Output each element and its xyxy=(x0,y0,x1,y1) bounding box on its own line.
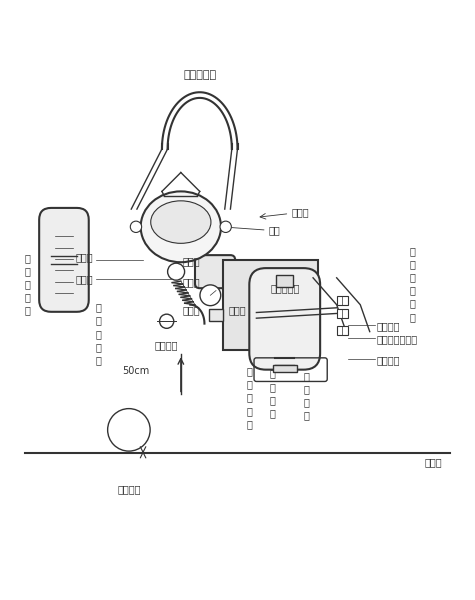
Text: ト: ト xyxy=(247,419,252,429)
Text: 護: 護 xyxy=(303,384,309,394)
Text: 面体: 面体 xyxy=(268,225,280,235)
Bar xyxy=(209,310,223,321)
Circle shape xyxy=(108,409,150,451)
Text: 呼吸器員: 呼吸器員 xyxy=(117,484,141,494)
Text: 補: 補 xyxy=(95,329,101,339)
Ellipse shape xyxy=(151,201,211,244)
Circle shape xyxy=(160,314,174,328)
Text: ド: ド xyxy=(409,312,415,322)
FancyBboxPatch shape xyxy=(249,268,320,370)
Text: ー: ー xyxy=(24,292,30,302)
Text: 50cm: 50cm xyxy=(123,366,150,376)
Text: く: く xyxy=(303,410,309,421)
Text: 吸気管: 吸気管 xyxy=(76,274,94,284)
Text: ボンベ締バンド: ボンベ締バンド xyxy=(377,334,418,344)
FancyBboxPatch shape xyxy=(195,255,235,288)
Text: 警報器: 警報器 xyxy=(182,305,200,316)
Text: 圧力計: 圧力計 xyxy=(182,277,200,287)
Bar xyxy=(337,309,349,318)
Bar xyxy=(337,296,349,305)
Text: 手: 手 xyxy=(95,302,101,313)
Text: ナ: ナ xyxy=(247,392,252,403)
Text: 胸バンド: 胸バンド xyxy=(377,321,400,331)
Text: ロ: ロ xyxy=(24,279,30,289)
Bar xyxy=(337,326,349,335)
FancyBboxPatch shape xyxy=(39,208,89,312)
Text: 背: 背 xyxy=(409,245,415,256)
Text: 背負板: 背負板 xyxy=(228,305,247,315)
Text: 腰バンド: 腰バンド xyxy=(377,355,400,365)
Text: 弁: 弁 xyxy=(95,355,101,365)
Text: 携: 携 xyxy=(24,253,30,263)
Bar xyxy=(273,365,296,372)
Ellipse shape xyxy=(141,191,221,262)
Text: わ: わ xyxy=(303,397,309,407)
Text: ッ: ッ xyxy=(247,406,252,416)
Text: 連: 連 xyxy=(247,366,252,376)
Text: 止: 止 xyxy=(270,395,276,405)
Text: 行: 行 xyxy=(24,266,30,276)
Circle shape xyxy=(220,221,231,232)
Text: バ: バ xyxy=(409,286,415,295)
Text: 呼気弁: 呼気弁 xyxy=(76,253,94,263)
Circle shape xyxy=(130,221,142,232)
Text: 調整器: 調整器 xyxy=(182,256,200,266)
Text: 空気ボンベ: 空気ボンベ xyxy=(271,283,300,293)
Text: 結: 結 xyxy=(247,379,252,389)
Text: い: い xyxy=(409,272,415,282)
Text: 保: 保 xyxy=(303,371,309,381)
Text: 動: 動 xyxy=(95,316,101,326)
Circle shape xyxy=(168,263,185,280)
Text: く: く xyxy=(270,382,276,392)
Text: バンド: バンド xyxy=(292,208,309,218)
Text: 負: 負 xyxy=(409,259,415,269)
Bar xyxy=(223,260,318,350)
Text: 給: 給 xyxy=(95,342,101,352)
Text: 弁: 弁 xyxy=(270,408,276,418)
Text: そ: そ xyxy=(270,368,276,379)
Text: 高圧導管: 高圧導管 xyxy=(155,340,179,350)
Text: 首かけひも: 首かけひも xyxy=(183,70,216,80)
Bar xyxy=(276,275,293,287)
Circle shape xyxy=(200,285,221,305)
Text: ン: ン xyxy=(409,299,415,308)
Text: 集合線: 集合線 xyxy=(424,457,442,467)
Text: プ: プ xyxy=(24,305,30,316)
